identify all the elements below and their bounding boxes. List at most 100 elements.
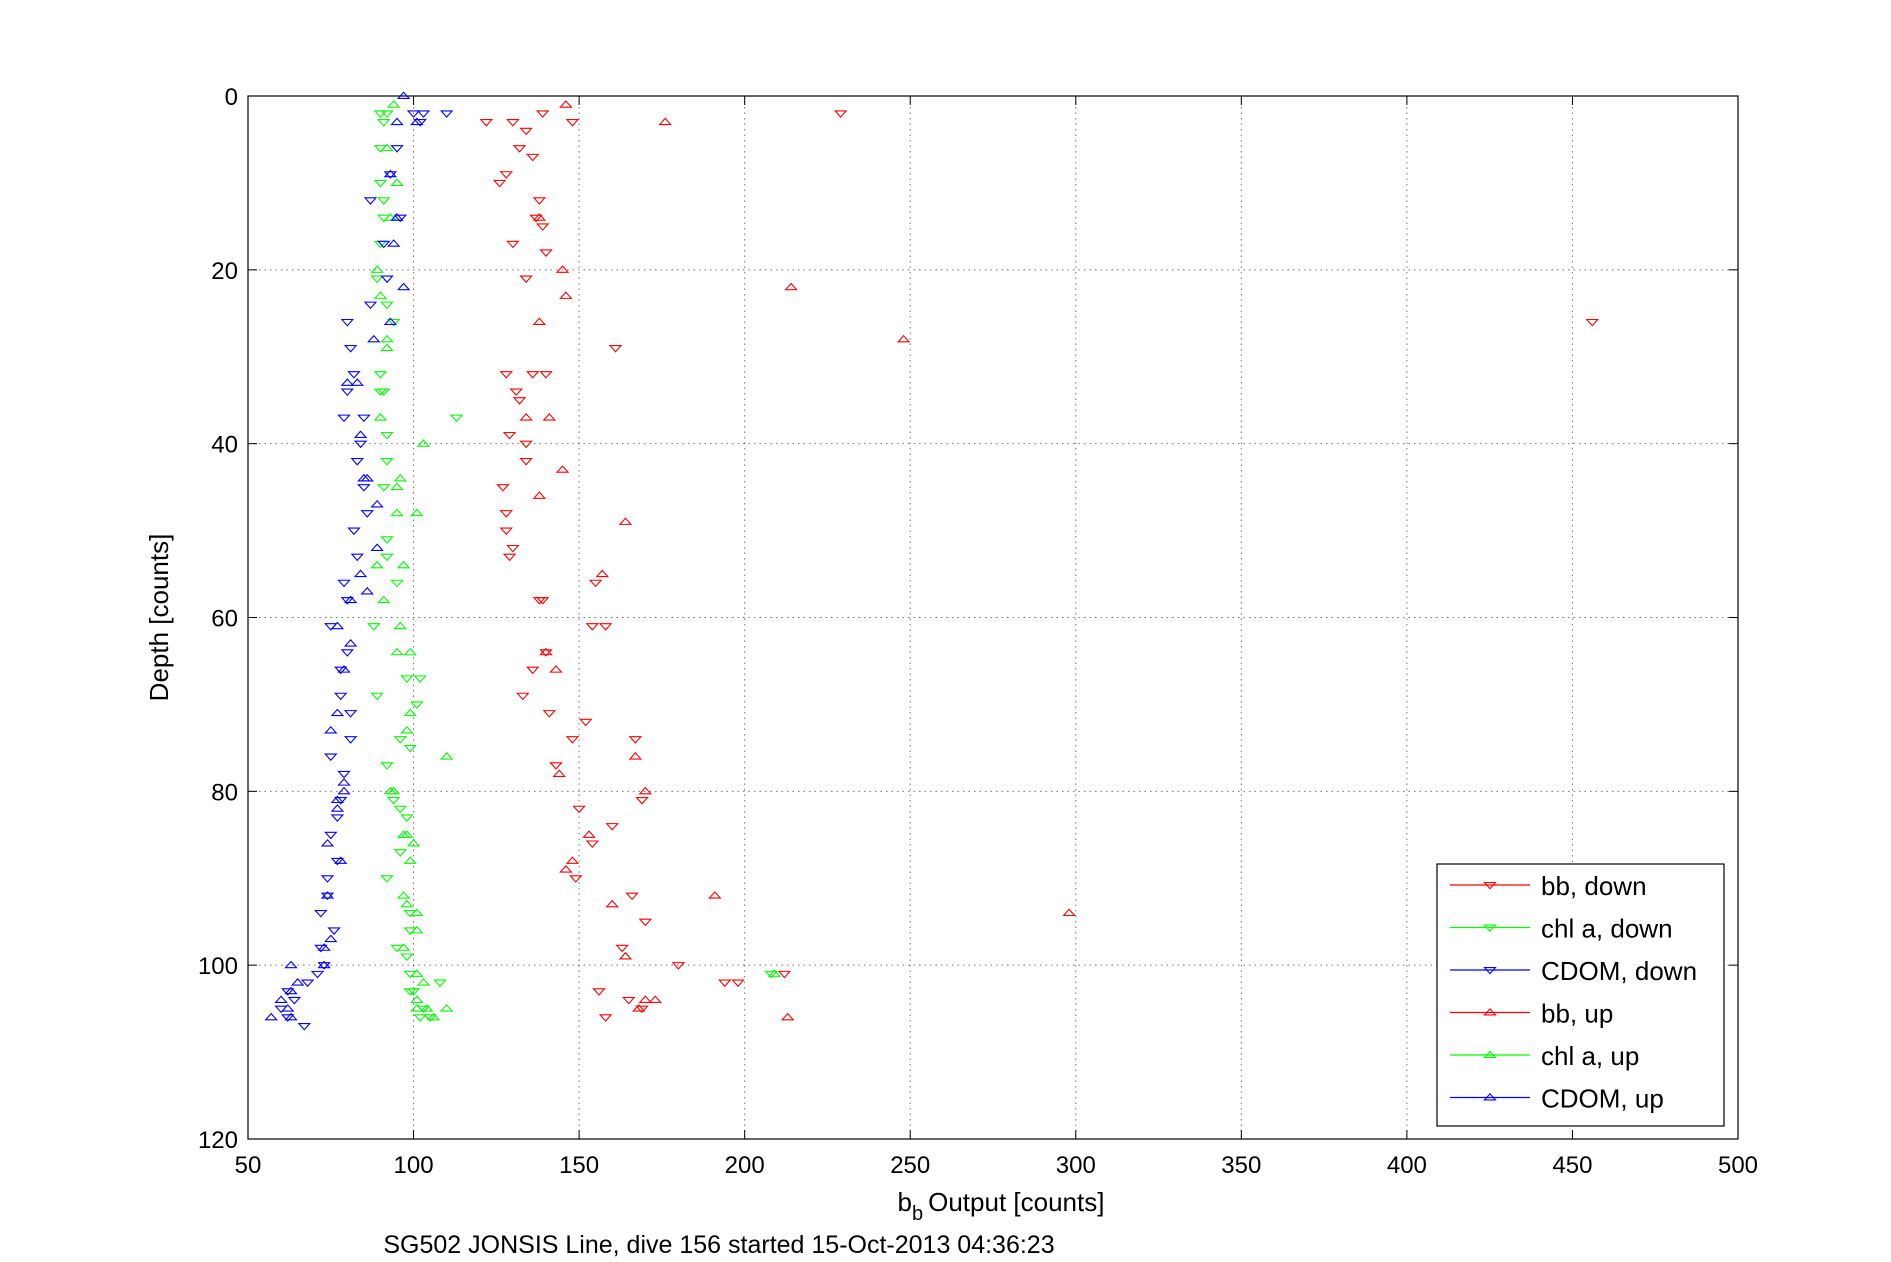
data-point [373, 110, 388, 118]
data-point [400, 830, 414, 838]
data-point [347, 371, 361, 379]
data-point [377, 484, 391, 492]
data-point [539, 647, 553, 656]
data-point [579, 718, 593, 727]
data-point [393, 621, 408, 630]
data-point [396, 282, 411, 291]
data-point [439, 1004, 454, 1012]
data-point [386, 239, 401, 247]
data-point [377, 240, 391, 249]
data-point [555, 465, 570, 473]
data-point [423, 1014, 437, 1022]
data-point [300, 979, 315, 988]
data-point [324, 831, 338, 840]
data-point [833, 110, 848, 118]
series-2 [274, 110, 454, 1031]
data-point [373, 388, 388, 397]
data-point [638, 786, 653, 795]
data-point [598, 623, 613, 631]
data-point [327, 927, 341, 935]
data-point [390, 508, 404, 517]
data-point [499, 510, 513, 518]
data-point [555, 265, 570, 273]
data-point [406, 838, 421, 847]
legend-item: bb, down [1450, 871, 1647, 901]
data-point [506, 544, 520, 553]
data-point [383, 171, 398, 179]
data-point [281, 1014, 295, 1022]
data-point [671, 962, 686, 970]
x-tick-label: 200 [725, 1152, 765, 1179]
data-point [896, 334, 911, 343]
data-point [360, 510, 374, 518]
data-point [410, 1004, 424, 1012]
data-point [396, 891, 411, 899]
data-point [333, 797, 348, 805]
data-point [390, 145, 404, 153]
data-point [416, 110, 431, 118]
y-axis-label: Depth [counts] [144, 534, 174, 702]
x-tick-label: 100 [394, 1152, 434, 1179]
data-point [377, 119, 391, 127]
data-point [363, 197, 378, 205]
data-point [333, 666, 348, 675]
data-point [380, 275, 394, 284]
data-point [337, 778, 351, 786]
data-point [383, 213, 398, 221]
data-point [383, 169, 398, 178]
data-point [526, 153, 540, 162]
data-point [565, 119, 580, 127]
data-point [502, 553, 517, 562]
data-point [393, 473, 408, 482]
x-tick-label: 350 [1221, 1152, 1261, 1179]
data-point [605, 899, 619, 908]
data-point [496, 484, 510, 492]
data-point [529, 214, 543, 223]
data-point [784, 282, 798, 291]
x-axis-label-subscript: b [912, 1203, 923, 1225]
legend-item: chl a, up [1450, 1041, 1639, 1071]
series-0 [479, 110, 1600, 1022]
data-point [337, 665, 351, 673]
legend-marker [1483, 1050, 1497, 1059]
data-point [635, 1005, 649, 1014]
data-point [380, 431, 394, 440]
x-tick-label: 400 [1387, 1152, 1427, 1179]
data-point [615, 944, 629, 953]
data-point [410, 969, 424, 977]
x-tick-label: 50 [235, 1152, 262, 1179]
x-axis-label-main: Output [counts] [928, 1187, 1104, 1217]
data-point [400, 675, 414, 683]
data-point [284, 960, 298, 969]
data-point [390, 579, 404, 588]
data-point [519, 413, 533, 421]
data-point [526, 371, 540, 379]
data-point [380, 553, 394, 562]
axis-ticks: 50 100 150 200 250 300 350 400 450 500 0 20 40 60 80 10… [198, 84, 1758, 1179]
series-4 [370, 100, 782, 1021]
data-point [519, 440, 533, 449]
data-point [350, 553, 364, 562]
x-axis-label: bb Output [counts] [898, 1187, 1105, 1225]
data-point [330, 814, 345, 822]
data-point [542, 710, 557, 718]
data-point [532, 597, 547, 605]
data-point [539, 249, 553, 257]
data-point [396, 943, 411, 951]
data-point [386, 100, 401, 108]
y-tick-label: 20 [211, 258, 238, 285]
data-point [519, 458, 533, 466]
data-point [357, 414, 371, 423]
data-point [370, 499, 384, 508]
data-points [264, 91, 1600, 1031]
data-point [585, 623, 600, 631]
data-point [340, 597, 355, 605]
data-point [413, 675, 427, 683]
data-point [499, 171, 513, 179]
data-point [416, 439, 431, 447]
data-point [330, 795, 345, 804]
data-point [565, 736, 580, 744]
data-point [380, 143, 394, 152]
data-point [380, 334, 394, 343]
data-point [380, 110, 394, 118]
